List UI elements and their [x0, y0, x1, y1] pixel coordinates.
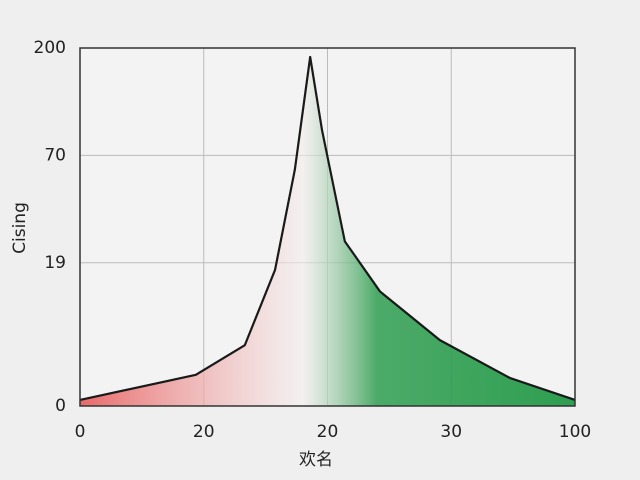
x-tick-label: 0 — [75, 422, 86, 442]
x-tick-label: 100 — [559, 422, 591, 442]
y-axis-label: Cising — [10, 202, 30, 254]
y-tick-label: 0 — [55, 396, 66, 416]
area-line — [79, 55, 576, 401]
y-tick-label: 19 — [44, 253, 66, 273]
y-tick-label: 70 — [44, 145, 66, 165]
x-tick-label: 20 — [317, 422, 339, 442]
x-tick-label: 20 — [193, 422, 215, 442]
y-tick-label: 200 — [34, 38, 66, 58]
plot-border — [79, 47, 576, 407]
x-tick-label: 30 — [440, 422, 462, 442]
area-fill — [80, 56, 575, 406]
x-axis-label: 欢名 — [299, 450, 333, 470]
